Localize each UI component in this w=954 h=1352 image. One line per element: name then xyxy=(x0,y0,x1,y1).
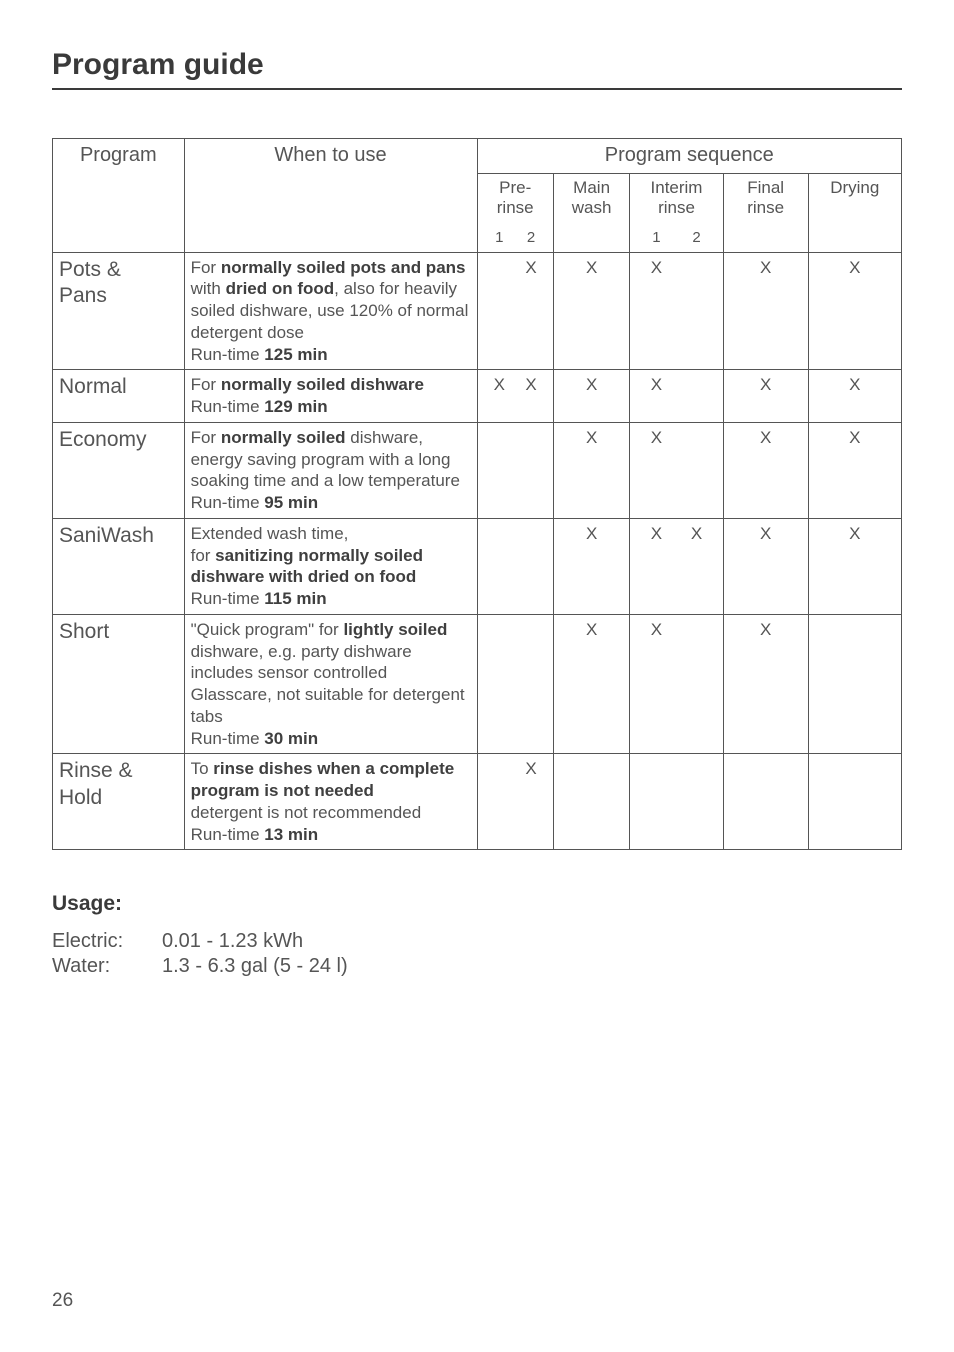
cell-main-wash: X xyxy=(553,614,629,754)
cell-program: Short xyxy=(53,614,185,754)
cell-interim-rinse-2: X xyxy=(677,523,717,545)
cell-program: Normal xyxy=(53,370,185,423)
cell-main-wash: X xyxy=(553,518,629,614)
table-row: NormalFor normally soiled dishwareRun-ti… xyxy=(53,370,902,423)
table-row: SaniWashExtended wash time,for sanitizin… xyxy=(53,518,902,614)
cell-drying: X xyxy=(808,370,901,423)
col-header-pre-rinse: Pre- rinse xyxy=(477,173,553,224)
page-number: 26 xyxy=(52,1290,73,1312)
cell-interim-rinse-1: X xyxy=(636,619,676,641)
table-row: Pots &PansFor normally soiled pots and p… xyxy=(53,252,902,370)
cell-pre-rinse xyxy=(477,614,553,754)
cell-interim-rinse-2 xyxy=(677,374,717,396)
cell-program: SaniWash xyxy=(53,518,185,614)
cell-pre-rinse-1 xyxy=(484,758,516,780)
cell-interim-rinse-1: X xyxy=(636,427,676,449)
pre-rinse-subcols: 1 2 xyxy=(477,224,553,252)
pre-rinse-sub-2: 2 xyxy=(515,228,547,247)
interim-rinse-subcols: 1 2 xyxy=(630,224,723,252)
pre-rinse-sub-1: 1 xyxy=(484,228,516,247)
cell-final-rinse: X xyxy=(723,518,808,614)
program-guide-table: Program When to use Program sequence Pre… xyxy=(52,138,902,850)
cell-interim-rinse: X xyxy=(630,370,723,423)
cell-final-rinse: X xyxy=(723,370,808,423)
cell-drying: X xyxy=(808,422,901,518)
page-title: Program guide xyxy=(52,48,902,82)
cell-pre-rinse-1 xyxy=(484,257,516,279)
usage-electric-value: 0.01 - 1.23 kWh xyxy=(162,930,303,953)
cell-main-wash xyxy=(553,754,629,850)
cell-interim-rinse: XX xyxy=(630,518,723,614)
cell-program: Pots &Pans xyxy=(53,252,185,370)
cell-interim-rinse-2 xyxy=(677,619,717,641)
cell-drying xyxy=(808,614,901,754)
usage-heading: Usage: xyxy=(52,892,902,916)
cell-final-rinse: X xyxy=(723,422,808,518)
usage-electric-label: Electric: xyxy=(52,930,162,953)
cell-interim-rinse: X xyxy=(630,252,723,370)
cell-when: To rinse dishes when a complete program … xyxy=(184,754,477,850)
col-header-final-rinse: Final rinse xyxy=(723,173,808,252)
col-header-main-wash: Main wash xyxy=(553,173,629,252)
cell-interim-rinse xyxy=(630,754,723,850)
cell-main-wash: X xyxy=(553,252,629,370)
usage-water-label: Water: xyxy=(52,955,162,978)
usage-water-value: 1.3 - 6.3 gal (5 - 24 l) xyxy=(162,955,348,978)
cell-when: Extended wash time,for sanitizing normal… xyxy=(184,518,477,614)
col-header-drying: Drying xyxy=(808,173,901,252)
cell-final-rinse: X xyxy=(723,252,808,370)
cell-drying xyxy=(808,754,901,850)
cell-main-wash: X xyxy=(553,370,629,423)
cell-drying: X xyxy=(808,518,901,614)
title-rule xyxy=(52,88,902,90)
cell-pre-rinse: XX xyxy=(477,370,553,423)
col-header-interim-rinse: Interim rinse xyxy=(630,173,723,224)
cell-when: For normally soiled dishwareRun-time 129… xyxy=(184,370,477,423)
cell-pre-rinse-2: X xyxy=(515,374,547,396)
usage-electric: Electric: 0.01 - 1.23 kWh xyxy=(52,930,902,953)
table-row: Short"Quick program" for lightly soiled … xyxy=(53,614,902,754)
cell-interim-rinse: X xyxy=(630,422,723,518)
cell-interim-rinse-1: X xyxy=(636,523,676,545)
cell-when: For normally soiled dishware, energy sav… xyxy=(184,422,477,518)
cell-pre-rinse: X xyxy=(477,252,553,370)
table-header-row-1: Program When to use Program sequence xyxy=(53,139,902,174)
cell-pre-rinse-2: X xyxy=(515,257,547,279)
cell-when: For normally soiled pots and pans with d… xyxy=(184,252,477,370)
interim-rinse-sub-1: 1 xyxy=(636,228,676,247)
col-header-when: When to use xyxy=(184,139,477,253)
cell-program: Rinse &Hold xyxy=(53,754,185,850)
usage-water: Water: 1.3 - 6.3 gal (5 - 24 l) xyxy=(52,955,902,978)
cell-pre-rinse-2: X xyxy=(515,758,547,780)
cell-pre-rinse: X xyxy=(477,754,553,850)
cell-pre-rinse xyxy=(477,518,553,614)
cell-pre-rinse xyxy=(477,422,553,518)
cell-pre-rinse-1: X xyxy=(484,374,516,396)
col-header-sequence: Program sequence xyxy=(477,139,902,174)
cell-drying: X xyxy=(808,252,901,370)
cell-program: Economy xyxy=(53,422,185,518)
col-header-program: Program xyxy=(53,139,185,253)
cell-interim-rinse-1: X xyxy=(636,257,676,279)
table-row: EconomyFor normally soiled dishware, ene… xyxy=(53,422,902,518)
cell-final-rinse: X xyxy=(723,614,808,754)
table-row: Rinse &HoldTo rinse dishes when a comple… xyxy=(53,754,902,850)
cell-final-rinse xyxy=(723,754,808,850)
cell-interim-rinse-2 xyxy=(677,427,717,449)
cell-main-wash: X xyxy=(553,422,629,518)
cell-interim-rinse: X xyxy=(630,614,723,754)
cell-interim-rinse-2 xyxy=(677,257,717,279)
cell-interim-rinse-1: X xyxy=(636,374,676,396)
cell-when: "Quick program" for lightly soiled dishw… xyxy=(184,614,477,754)
interim-rinse-sub-2: 2 xyxy=(677,228,717,247)
